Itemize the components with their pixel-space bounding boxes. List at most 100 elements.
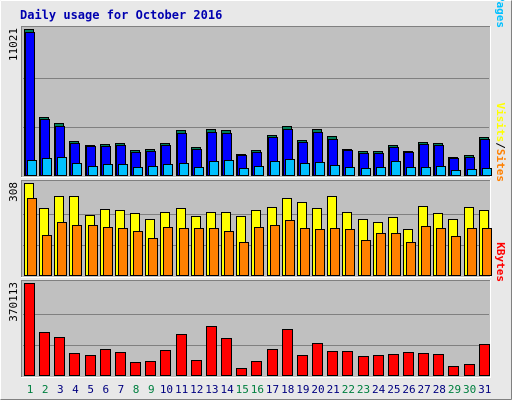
bar-kbytes bbox=[54, 337, 65, 376]
x-tick-label: 22 bbox=[342, 383, 355, 396]
bar-pages bbox=[103, 164, 113, 176]
bar-pages bbox=[421, 167, 431, 176]
bar-pages bbox=[88, 166, 98, 176]
x-tick-label: 1 bbox=[27, 383, 34, 396]
x-tick-label: 20 bbox=[311, 383, 324, 396]
bar-kbytes bbox=[479, 344, 490, 376]
bar-sites bbox=[270, 225, 280, 276]
bar-kbytes bbox=[176, 334, 187, 376]
bar-pages bbox=[72, 163, 82, 176]
x-tick-label: 30 bbox=[463, 383, 476, 396]
bar-sites bbox=[467, 228, 477, 276]
series-kbytes bbox=[24, 283, 490, 376]
bar-kbytes bbox=[418, 353, 429, 376]
x-axis-day-labels: 1 2 3 4 5 6 7 8 9 10 11 12 13 14 15 16 17 18 19 20 21 22 23 24 2… bbox=[27, 383, 492, 396]
panel-3: 370113 KBytes bbox=[7, 242, 507, 378]
bar-kbytes bbox=[145, 361, 156, 376]
bar-sites bbox=[451, 236, 461, 276]
bar-sites bbox=[148, 238, 158, 276]
x-tick-label: 6 bbox=[102, 383, 109, 396]
bar-kbytes bbox=[191, 360, 202, 376]
bar-pages bbox=[391, 161, 401, 176]
bar-pages bbox=[300, 163, 310, 176]
legend-visits: Visits bbox=[494, 103, 507, 143]
bar-pages bbox=[330, 165, 340, 176]
bar-sites bbox=[436, 228, 446, 276]
panel-legend: Hits/Files/Pages bbox=[494, 0, 507, 28]
x-tick-label: 15 bbox=[236, 383, 249, 396]
x-tick-label: 28 bbox=[433, 383, 446, 396]
bar-pages bbox=[361, 168, 371, 176]
y-max-label: 308 bbox=[7, 182, 20, 202]
bar-pages bbox=[467, 169, 477, 176]
bar-kbytes bbox=[297, 355, 308, 376]
bar-pages bbox=[57, 157, 67, 176]
bar-sites bbox=[42, 235, 52, 276]
bar-sites bbox=[88, 225, 98, 276]
bar-pages bbox=[376, 167, 386, 176]
bar-kbytes bbox=[403, 352, 414, 376]
x-tick-label: 12 bbox=[190, 383, 203, 396]
bar-sites bbox=[406, 242, 416, 276]
bar-sites bbox=[330, 228, 340, 276]
bar-kbytes bbox=[160, 350, 171, 376]
panel-2: 308 Visits/Sites bbox=[7, 103, 507, 278]
legend-sites: Sites bbox=[494, 149, 507, 182]
bar-sites bbox=[103, 227, 113, 276]
bar-pages bbox=[315, 162, 325, 176]
bar-kbytes bbox=[39, 332, 50, 376]
x-tick-label: 26 bbox=[402, 383, 415, 396]
bar-pages bbox=[194, 167, 204, 176]
bar-sites bbox=[361, 240, 371, 276]
bar-sites bbox=[27, 198, 37, 276]
bar-pages bbox=[224, 160, 234, 176]
y-max-label: 11021 bbox=[7, 28, 20, 61]
x-tick-label: 13 bbox=[205, 383, 218, 396]
bar-pages bbox=[133, 167, 143, 176]
bar-kbytes bbox=[206, 326, 217, 376]
bar-kbytes bbox=[312, 343, 323, 376]
bar-files bbox=[25, 32, 35, 176]
bar-kbytes bbox=[464, 364, 475, 376]
bar-kbytes bbox=[85, 355, 96, 376]
bar-sites bbox=[391, 233, 401, 276]
bar-sites bbox=[224, 231, 234, 276]
bar-pages bbox=[270, 161, 280, 176]
x-tick-label: 17 bbox=[266, 383, 279, 396]
legend-pages: Pages bbox=[494, 0, 507, 28]
bar-kbytes bbox=[115, 352, 126, 376]
x-tick-label: 25 bbox=[387, 383, 400, 396]
bar-pages bbox=[163, 164, 173, 176]
bar-pages bbox=[239, 168, 249, 176]
bar-kbytes bbox=[267, 349, 278, 376]
bar-sites bbox=[194, 228, 204, 276]
bar-kbytes bbox=[236, 368, 247, 376]
bar-sites bbox=[133, 231, 143, 276]
bar-kbytes bbox=[69, 353, 80, 376]
bar-sites bbox=[57, 222, 67, 276]
x-tick-label: 18 bbox=[281, 383, 294, 396]
bar-sites bbox=[376, 233, 386, 276]
x-tick-label: 19 bbox=[296, 383, 309, 396]
bar-kbytes bbox=[251, 361, 262, 376]
x-tick-label: 3 bbox=[57, 383, 64, 396]
x-tick-label: 5 bbox=[87, 383, 94, 396]
panel-legend: Visits/Sites bbox=[494, 103, 507, 183]
bar-sites bbox=[254, 227, 264, 276]
bar-kbytes bbox=[373, 355, 384, 376]
bar-pages bbox=[118, 164, 128, 176]
x-tick-label: 29 bbox=[448, 383, 461, 396]
bar-kbytes bbox=[433, 354, 444, 376]
bar-kbytes bbox=[100, 349, 111, 376]
bar-kbytes bbox=[130, 362, 141, 376]
bar-pages bbox=[179, 163, 189, 176]
bar-sites bbox=[285, 220, 295, 276]
bar-kbytes bbox=[342, 351, 353, 376]
x-tick-label: 14 bbox=[220, 383, 234, 396]
x-tick-label: 24 bbox=[372, 383, 386, 396]
bar-kbytes bbox=[24, 283, 35, 376]
bar-pages bbox=[148, 166, 158, 176]
panel-1: 11021 Hits/Files/Pages bbox=[7, 0, 507, 178]
bar-kbytes bbox=[388, 354, 399, 376]
